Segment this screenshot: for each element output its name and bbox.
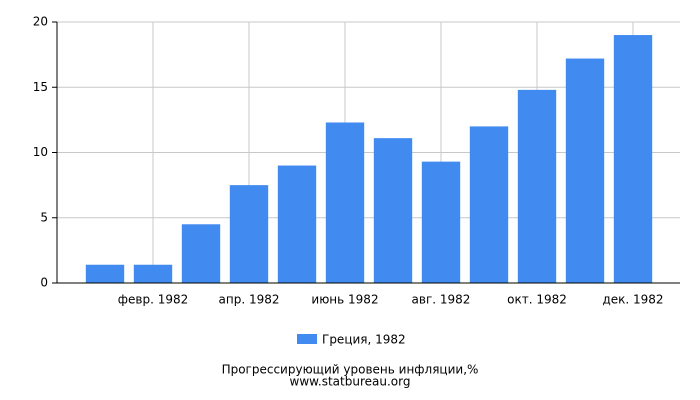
bar — [229, 185, 269, 283]
bar — [373, 138, 413, 283]
bar — [565, 58, 605, 283]
bar — [181, 224, 221, 283]
bar — [85, 264, 125, 283]
y-tick-label: 5 — [40, 210, 48, 224]
bar — [133, 264, 173, 283]
y-tick-label: 20 — [33, 15, 48, 29]
bar — [613, 35, 653, 283]
bar — [277, 165, 317, 283]
x-tick-label: окт. 1982 — [507, 293, 567, 307]
bar — [325, 122, 365, 283]
source: www.statbureau.org — [290, 375, 411, 389]
x-tick-label: февр. 1982 — [118, 293, 189, 307]
legend-swatch — [297, 334, 317, 344]
bar — [517, 89, 557, 283]
y-tick-label: 15 — [33, 80, 48, 94]
x-tick-label: апр. 1982 — [219, 293, 280, 307]
legend-label: Греция, 1982 — [322, 333, 406, 347]
x-tick-label: дек. 1982 — [602, 293, 663, 307]
bar — [421, 161, 461, 283]
y-tick-label: 10 — [33, 145, 48, 159]
chart-title: Прогрессирующий уровень инфляции,% — [222, 363, 479, 377]
x-tick-label: июнь 1982 — [311, 293, 378, 307]
x-tick-label: авг. 1982 — [412, 293, 471, 307]
bar — [469, 126, 509, 284]
y-tick-label: 0 — [40, 276, 48, 290]
